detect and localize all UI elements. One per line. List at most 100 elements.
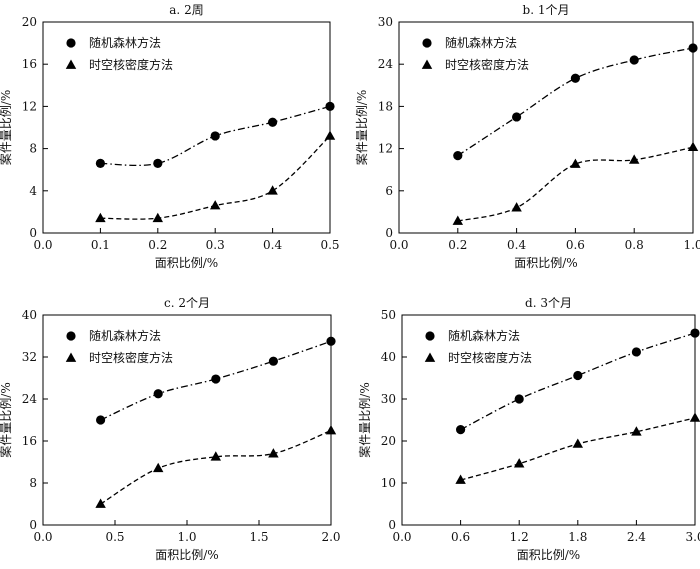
y-tick-label: 20 xyxy=(381,434,396,448)
series-0-point xyxy=(570,73,581,83)
series-1-point xyxy=(152,462,164,473)
x-tick-label: 0.0 xyxy=(389,238,408,252)
series-1-point xyxy=(687,141,699,152)
y-tick-label: 16 xyxy=(22,434,37,448)
y-tick-label: 24 xyxy=(378,57,394,71)
series-1-point xyxy=(95,212,106,223)
y-tick-label: 50 xyxy=(381,308,396,322)
y-axis-label: 案件量比例/% xyxy=(354,90,369,165)
x-tick-label: 2.0 xyxy=(321,530,340,544)
legend-marker-circle xyxy=(66,38,76,48)
y-tick-label: 12 xyxy=(378,142,393,156)
series-1-point xyxy=(152,212,164,223)
legend-marker-triangle xyxy=(424,352,436,362)
y-tick-label: 8 xyxy=(29,476,37,490)
y-tick-label: 16 xyxy=(22,57,37,71)
x-tick-label: 0.6 xyxy=(566,238,585,252)
y-tick-label: 12 xyxy=(22,99,37,113)
series-0-point xyxy=(268,117,278,127)
legend-label: 随机森林方法 xyxy=(89,35,161,50)
y-tick-label: 20 xyxy=(22,15,37,29)
series-1-point xyxy=(513,458,525,468)
series-1-point xyxy=(631,426,642,436)
x-tick-label: 3.0 xyxy=(685,530,700,544)
series-0-point xyxy=(456,425,466,435)
series-1-point xyxy=(324,130,336,140)
series-1-point xyxy=(572,438,584,448)
chart-panel-1: b. 1个月 0.0 0.2 0.4 0.6 0.8 1.0 0 6 12 18 24 30 面积比例/%… xyxy=(354,3,700,270)
x-tick-label: 2.4 xyxy=(627,530,646,544)
y-tick-label: 10 xyxy=(381,476,396,490)
x-tick-label: 0.8 xyxy=(625,238,644,252)
chart-panel-0: a. 2周 0.0 0.1 0.2 0.3 0.4 0.5 0 4 8 12 16 20 面积比例/% 案件… xyxy=(0,3,340,270)
chart-panel-2: c. 2个月 0.0 0.5 1.0 1.5 2.0 0 8 16 24 32 40 面积比例/% 案件量… xyxy=(0,296,341,562)
y-tick-label: 0 xyxy=(388,518,396,532)
series-0-point xyxy=(631,347,642,357)
series-1-point xyxy=(689,412,700,422)
x-tick-label: 0.5 xyxy=(105,530,124,544)
series-0-point xyxy=(96,415,106,425)
x-axis-label: 面积比例/% xyxy=(517,548,580,562)
series-1-point xyxy=(325,425,337,435)
series-0-point xyxy=(514,394,524,404)
x-axis-label: 面积比例/% xyxy=(155,256,218,270)
x-tick-label: 1.0 xyxy=(177,530,196,544)
series-0-point xyxy=(325,101,335,111)
x-tick-label: 0.0 xyxy=(33,238,52,252)
series-0-point xyxy=(688,43,698,53)
y-tick-label: 40 xyxy=(22,308,37,322)
legend-marker-triangle xyxy=(65,352,77,362)
series-1-point xyxy=(455,474,466,484)
plot-frame xyxy=(398,21,694,234)
chart-panel-3: d. 3个月 0.0 0.6 1.2 1.8 2.4 3.0 0 10 20 30 40 50 面积比例/… xyxy=(357,296,700,562)
x-tick-label: 0.5 xyxy=(320,238,339,252)
legend-label: 时空核密度方法 xyxy=(445,57,529,72)
x-tick-label: 0.1 xyxy=(91,238,110,252)
chart-title: d. 3个月 xyxy=(525,296,572,310)
series-1-point xyxy=(268,448,279,458)
series-0-point xyxy=(153,389,163,399)
plot-frame xyxy=(42,314,332,526)
series-1-point xyxy=(628,154,640,164)
series-0-point xyxy=(629,55,639,65)
legend-marker-triangle xyxy=(65,59,77,69)
series-1-fit-line xyxy=(457,146,694,222)
series-0-point xyxy=(511,112,522,122)
legend-label: 随机森林方法 xyxy=(89,328,161,343)
legend-marker-circle xyxy=(66,331,76,341)
x-tick-label: 0.2 xyxy=(148,238,167,252)
x-tick-label: 0.2 xyxy=(448,238,467,252)
y-tick-label: 40 xyxy=(381,350,396,364)
y-tick-label: 0 xyxy=(29,226,37,240)
y-tick-label: 6 xyxy=(385,184,393,198)
series-0-point xyxy=(690,328,700,338)
legend-label: 时空核密度方法 xyxy=(448,350,532,365)
chart-title: c. 2个月 xyxy=(164,296,210,310)
y-tick-label: 8 xyxy=(29,142,37,156)
y-tick-label: 30 xyxy=(378,15,393,29)
legend-label: 时空核密度方法 xyxy=(89,57,173,72)
series-1-point xyxy=(95,498,106,508)
series-1-point xyxy=(210,451,222,461)
series-0-fit-line xyxy=(460,332,696,431)
y-tick-label: 18 xyxy=(378,99,393,113)
series-0-point xyxy=(268,356,278,366)
series-1-point xyxy=(267,185,278,195)
y-axis-label: 案件量比例/% xyxy=(0,90,13,165)
x-tick-label: 1.2 xyxy=(510,530,529,544)
chart-title: a. 2周 xyxy=(169,3,203,17)
y-tick-label: 30 xyxy=(381,392,396,406)
y-axis-label: 案件量比例/% xyxy=(0,382,13,457)
y-axis-label: 案件量比例/% xyxy=(357,382,372,457)
series-1-point xyxy=(452,215,464,225)
y-tick-label: 4 xyxy=(29,184,37,198)
series-1-point xyxy=(209,200,221,210)
series-1-fit-line xyxy=(100,429,332,505)
series-0-point xyxy=(95,158,105,168)
legend-marker-circle xyxy=(422,38,432,48)
legend-marker-circle xyxy=(425,331,435,341)
x-tick-label: 0.4 xyxy=(507,238,526,252)
x-tick-label: 0.3 xyxy=(206,238,225,252)
x-tick-label: 0.0 xyxy=(33,530,52,544)
